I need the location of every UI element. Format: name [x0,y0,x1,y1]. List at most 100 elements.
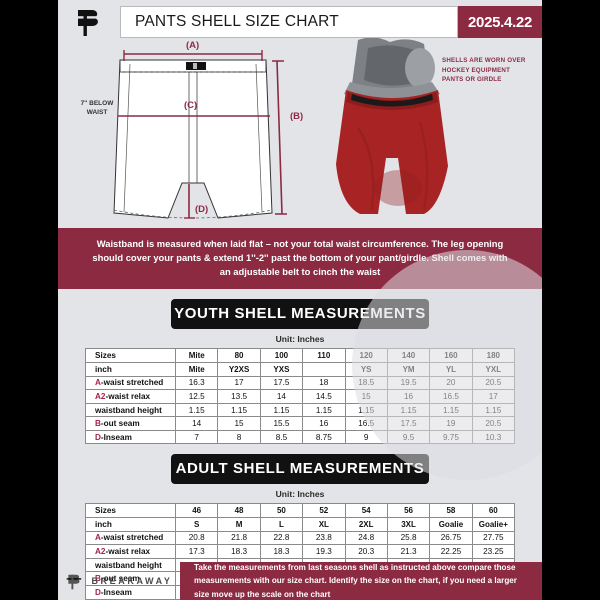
measurement-cell: 19.3 [302,544,346,559]
pants-technical-drawing: (A) (B) (C) (D) 7'' BELOW WAIST [58,38,328,228]
label-a: (A) [186,40,200,51]
measurement-cell: 1.15 [259,402,304,418]
column-header-cell: Goalie [429,517,473,532]
row-key: D [95,432,101,442]
measurement-cell: 23.25 [471,544,516,559]
breakaway-b-monogram-icon [75,10,101,36]
measurement-cell: 17 [471,389,516,404]
shell-photo [328,37,456,228]
measurement-cell: 21.3 [386,544,431,559]
table-row: D-Inseam 7 8 8.5 8.75 9 9.5 9.75 10.3 [85,429,516,445]
table-row: A2-waist relax 12.5 13.5 14 14.5 15 16 16.5 17 [85,389,516,404]
breakaway-b-monogram-icon [67,574,82,589]
table-row: A2-waist relax 17.3 18.3 18.3 19.3 20.3 21.3 22… [85,544,516,559]
measurement-cell: 17.3 [174,544,219,559]
measurement-cell: 20.3 [344,544,388,559]
row-label: A2-waist relax [85,389,176,404]
column-header-cell: 100 [259,348,304,363]
adult-unit-label: Unit: Inches [275,489,325,500]
row-label: waistband height [85,402,176,418]
footer-instructions: Take the measurements from last seasons … [180,562,542,600]
column-header-cell: M [217,517,261,532]
measurement-cell: 14.5 [302,389,346,404]
measurement-cell: 8.5 [259,429,304,445]
measurement-cell: 20 [429,375,473,391]
measurement-cell: 14 [259,389,304,404]
youth-measurements-table: Sizes Mite 80 100 110 120 140 160 180 inch Mite Y2X… [85,348,516,445]
table-row: Sizes 46 48 50 52 54 56 58 60 [85,503,516,519]
table-row: A-waist stretched 16.3 17 17.5 18 18.5 19.5 20 2… [85,375,516,391]
header: PANTS SHELL SIZE CHART 2025.4.22 [58,0,542,38]
column-header-cell: 3XL [386,517,431,532]
youth-unit-label: Unit: Inches [275,334,325,345]
measurement-cell: 15 [217,416,261,431]
chart-date: 2025.4.22 [458,6,542,38]
measurement-cell: 20.8 [174,530,219,546]
measurement-cell: 26.75 [429,530,473,546]
row-label: A-waist stretched [85,530,176,546]
measurement-cell: 1.15 [302,402,346,418]
row-label: inch [85,517,176,532]
measurement-cell: 1.15 [344,402,388,418]
label-c: (C) [184,100,198,111]
row-label: A2-waist relax [85,544,176,559]
footer: BREAKAWAY Take the measurements from las… [58,562,542,600]
measurement-cell: 7 [174,429,219,445]
footer-brand-name: BREAKAWAY [91,576,173,586]
column-header-cell: L [259,517,304,532]
measurement-cell: 19.5 [386,375,431,391]
column-header-cell: 60 [471,503,516,519]
measurement-cell: 21.8 [217,530,261,546]
column-header-cell: 56 [386,503,431,519]
row-key: D [95,587,101,597]
footer-brand: BREAKAWAY [58,562,180,600]
measurement-cell: 19 [429,416,473,431]
measurement-cell: 16 [302,416,346,431]
table-row: Sizes Mite 80 100 110 120 140 160 180 [85,348,516,363]
measurement-cell: 10.3 [471,429,516,445]
column-header-cell: Goalie+ [471,517,516,532]
column-header-cell: YS [344,361,388,377]
row-key: A [95,533,101,543]
measurement-cell: 22.25 [429,544,473,559]
table-row: inch Mite Y2XS YXS YS YM YL YXL [85,361,516,377]
column-header-cell: 180 [471,348,516,363]
measurement-cell: 25.8 [386,530,431,546]
measurement-cell: 20.5 [471,375,516,391]
column-header-cell: 120 [344,348,388,363]
row-key: B [95,419,101,429]
measurement-cell: 1.15 [471,402,516,418]
row-label: inch [85,361,176,377]
measurement-cell: 1.15 [429,402,473,418]
row-key: A [95,378,101,388]
measurement-cell: 16 [386,389,431,404]
page-title: PANTS SHELL SIZE CHART [120,6,458,38]
row-key: A2 [95,547,106,557]
measurement-cell: 15.5 [259,416,304,431]
youth-section: YOUTH SHELL MEASUREMENTS Unit: Inches Si… [58,289,542,445]
column-header-cell: 46 [174,503,219,519]
column-header-cell: YXS [259,361,304,377]
column-header-cell: YM [386,361,431,377]
measurement-cell: 17.5 [259,375,304,391]
column-header-cell: 52 [302,503,346,519]
column-header-cell: Y2XS [217,361,261,377]
column-header-cell: 50 [259,503,304,519]
measurement-cell: 20.5 [471,416,516,431]
column-header-cell: 80 [217,348,261,363]
measurement-cell: 17 [217,375,261,391]
measurement-cell: 24.8 [344,530,388,546]
column-header-cell: 160 [429,348,473,363]
measurement-cell: 9 [344,429,388,445]
measurement-cell: 23.8 [302,530,346,546]
waistband-instruction-band: Waistband is measured when laid flat – n… [58,228,542,290]
measurement-cell: 13.5 [217,389,261,404]
column-header-cell: 48 [217,503,261,519]
shell-usage-note: SHELLS ARE WORN OVER HOCKEY EQUIPMENT PA… [442,57,526,84]
youth-section-title: YOUTH SHELL MEASUREMENTS [171,299,429,330]
measurement-cell: 12.5 [174,389,219,404]
row-label: Sizes [85,348,176,363]
diagram-zone: (A) (B) (C) (D) 7'' BELOW WAIST SHELLS A… [58,37,542,228]
measurement-cell: 1.15 [217,402,261,418]
measurement-cell: 18.3 [217,544,261,559]
